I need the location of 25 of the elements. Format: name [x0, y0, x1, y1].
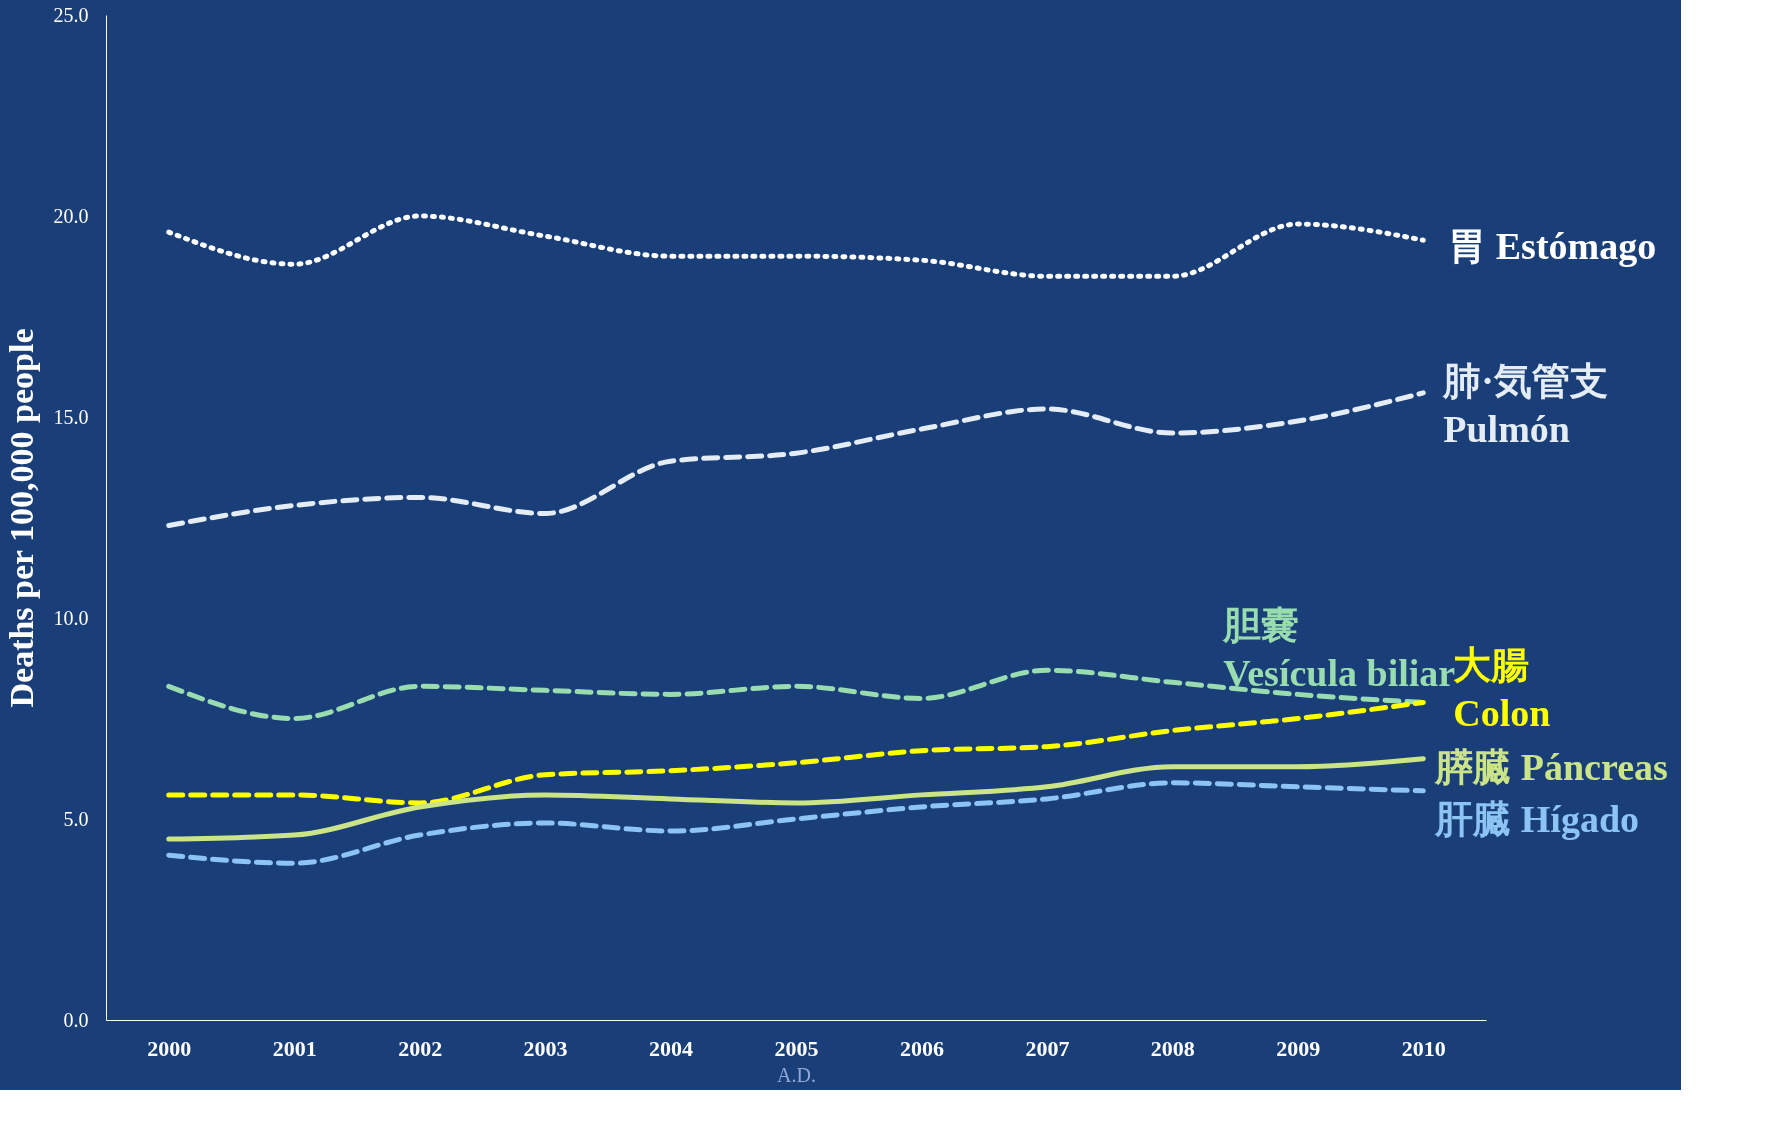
x-tick-label: 2007 [1025, 1035, 1070, 1061]
x-tick-label: 2006 [899, 1035, 944, 1061]
x-tick-label: 2010 [1401, 1035, 1446, 1061]
y-tick-label: 25.0 [53, 3, 89, 26]
y-axis-title: Deaths per 100,000 people [2, 328, 40, 708]
x-tick-label: 2000 [147, 1035, 192, 1061]
x-tick-label: 2004 [649, 1035, 694, 1061]
x-tick-label: 2003 [523, 1035, 568, 1061]
series-label: 大腸 Colon [1453, 644, 1551, 735]
y-tick-label: 20.0 [53, 204, 89, 227]
x-tick-label: 2008 [1150, 1035, 1195, 1061]
x-tick-label: 2005 [774, 1035, 819, 1061]
x-tick-label: 2001 [272, 1035, 317, 1061]
y-tick-label: 5.0 [63, 807, 89, 830]
y-tick-label: 10.0 [53, 606, 89, 629]
x-tick-label: 2009 [1276, 1035, 1321, 1061]
series-label: 胃 Estómago [1448, 225, 1657, 268]
y-tick-label: 0.0 [63, 1008, 89, 1031]
series-label: 肝臓 Hígado [1434, 797, 1640, 840]
x-axis-title: A.D. [777, 1063, 816, 1086]
series-label: 胆嚢 Vesícula biliar [1222, 604, 1456, 695]
y-tick-label: 15.0 [53, 405, 89, 428]
series-label: 膵臓 Páncreas [1434, 745, 1668, 788]
series-label: 肺·気管支 Pulmón [1442, 359, 1608, 450]
x-tick-label: 2002 [398, 1035, 443, 1061]
